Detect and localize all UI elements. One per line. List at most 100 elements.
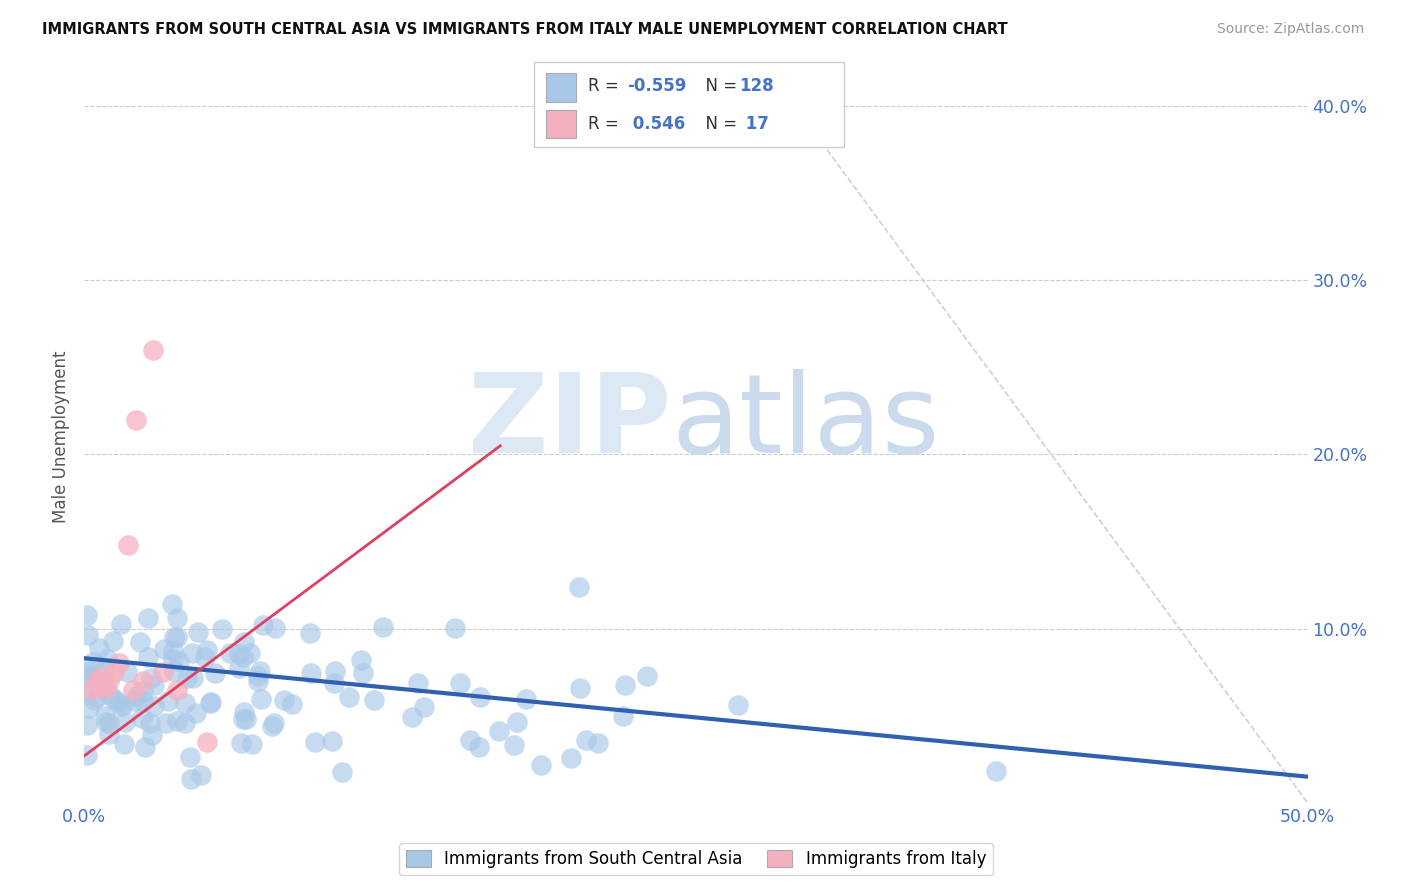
Point: [176, 671, 198, 685]
Point: [186, 706, 208, 721]
Point: [117, 538, 139, 552]
Point: [77, 628, 100, 642]
Point: [166, 630, 188, 644]
Point: [229, 736, 252, 750]
Text: atlas: atlas: [672, 369, 941, 476]
Point: [112, 737, 135, 751]
Point: [132, 673, 155, 688]
Point: [139, 671, 162, 685]
Point: [273, 693, 295, 707]
Point: [80, 682, 103, 697]
Point: [337, 690, 360, 704]
Point: [179, 750, 201, 764]
Point: [239, 647, 262, 661]
Point: [264, 621, 287, 635]
Point: [93, 677, 115, 691]
Point: [228, 661, 250, 675]
Point: [155, 716, 177, 731]
Point: [83, 693, 105, 707]
Point: [115, 665, 138, 680]
Point: [76, 607, 98, 622]
Point: [321, 734, 343, 748]
Point: [232, 712, 254, 726]
Text: -0.559: -0.559: [627, 77, 686, 95]
Point: [174, 716, 197, 731]
Point: [413, 700, 436, 714]
Point: [232, 706, 254, 720]
Point: [304, 735, 326, 749]
Point: [515, 691, 537, 706]
Point: [132, 694, 155, 708]
Text: R =: R =: [588, 77, 624, 95]
Point: [166, 611, 188, 625]
Point: [249, 691, 271, 706]
Text: R =: R =: [588, 115, 624, 133]
Point: [162, 630, 184, 644]
Point: [125, 689, 148, 703]
Point: [122, 682, 145, 697]
Point: [98, 727, 121, 741]
Point: [142, 343, 165, 357]
Point: [134, 739, 156, 754]
Point: [98, 716, 121, 731]
Point: [79, 664, 101, 678]
Point: [166, 714, 188, 729]
Point: [96, 652, 118, 666]
Point: [114, 715, 136, 730]
Point: [94, 715, 117, 730]
Point: [93, 663, 115, 677]
Point: [82, 655, 104, 669]
Point: [246, 674, 269, 689]
Point: [613, 678, 636, 692]
Point: [180, 647, 202, 661]
Point: [103, 691, 125, 706]
Point: [132, 683, 155, 698]
Point: [218, 646, 240, 660]
Point: [107, 695, 129, 709]
Text: N =: N =: [695, 77, 742, 95]
Point: [401, 710, 423, 724]
Point: [87, 677, 110, 691]
Point: [173, 696, 195, 710]
Point: [136, 611, 159, 625]
Point: [200, 695, 222, 709]
Point: [195, 735, 218, 749]
Point: [110, 617, 132, 632]
Point: [530, 758, 553, 772]
Point: [323, 664, 346, 678]
Point: [77, 701, 100, 715]
Point: [79, 670, 101, 684]
Text: ZIP: ZIP: [468, 369, 672, 476]
Point: [96, 681, 118, 695]
Point: [247, 668, 270, 682]
Point: [560, 751, 582, 765]
Point: [568, 580, 591, 594]
Point: [141, 727, 163, 741]
Point: [90, 670, 112, 684]
Point: [153, 642, 176, 657]
Point: [162, 644, 184, 658]
Point: [156, 693, 179, 707]
Point: [281, 697, 304, 711]
Point: [211, 622, 233, 636]
Text: Source: ZipAtlas.com: Source: ZipAtlas.com: [1216, 22, 1364, 37]
Point: [260, 719, 283, 733]
Point: [299, 666, 322, 681]
Y-axis label: Male Unemployment: Male Unemployment: [52, 351, 70, 524]
Point: [727, 698, 749, 712]
Point: [636, 669, 658, 683]
Point: [488, 723, 510, 738]
Point: [107, 657, 129, 671]
Point: [200, 696, 222, 710]
Point: [160, 597, 183, 611]
Point: [86, 690, 108, 704]
Point: [363, 693, 385, 707]
Text: IMMIGRANTS FROM SOUTH CENTRAL ASIA VS IMMIGRANTS FROM ITALY MALE UNEMPLOYMENT CO: IMMIGRANTS FROM SOUTH CENTRAL ASIA VS IM…: [42, 22, 1008, 37]
Point: [349, 652, 371, 666]
Point: [352, 666, 374, 681]
Point: [180, 772, 202, 787]
Point: [612, 709, 634, 723]
Point: [228, 647, 250, 661]
Point: [101, 633, 124, 648]
Point: [124, 694, 146, 708]
